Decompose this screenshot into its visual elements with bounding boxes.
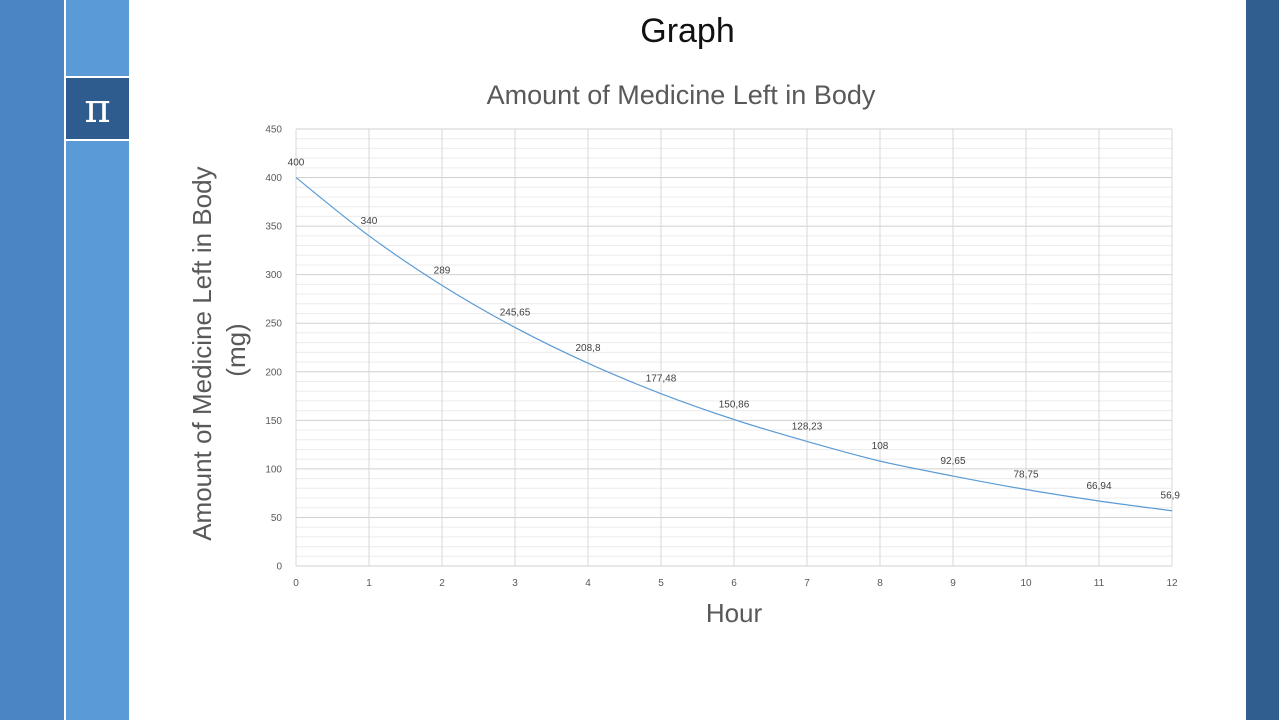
data-label: 56,9 xyxy=(1161,491,1181,502)
data-label: 78,75 xyxy=(1013,470,1038,481)
x-tick-label: 6 xyxy=(731,578,737,589)
x-axis-label: Hour xyxy=(706,598,763,628)
data-label: 128,23 xyxy=(792,421,823,432)
y-tick-label: 450 xyxy=(265,125,282,136)
sidebar-divider xyxy=(64,0,66,720)
y-axis-label-line-1: Amount of Medicine Left in Body xyxy=(187,166,217,540)
data-label: 289 xyxy=(434,265,451,276)
data-label: 400 xyxy=(288,158,305,169)
y-tick-label: 200 xyxy=(265,367,282,378)
chart-title: Amount of Medicine Left in Body xyxy=(487,80,876,110)
series-line xyxy=(295,177,1173,512)
x-tick-label: 4 xyxy=(585,578,591,589)
y-tick-label: 300 xyxy=(265,270,282,281)
x-tick-label: 3 xyxy=(512,578,518,589)
x-tick-label: 11 xyxy=(1094,578,1105,589)
y-axis-label: Amount of Medicine Left in Body (mg) xyxy=(187,159,251,541)
x-tick-label: 12 xyxy=(1166,578,1178,589)
data-label: 108 xyxy=(872,441,889,452)
x-tick-label: 5 xyxy=(658,578,664,589)
major-gridlines xyxy=(295,128,1173,567)
y-axis-ticks: 0 50 100 150 200 250 300 350 400 450 xyxy=(265,125,282,573)
y-axis-label-line-2: (mg) xyxy=(221,323,251,376)
y-tick-label: 350 xyxy=(265,222,282,233)
x-tick-label: 2 xyxy=(439,578,445,589)
pi-icon: π xyxy=(66,76,129,141)
data-label: 245,65 xyxy=(500,307,531,318)
data-labels: 400 340 289 245,65 208,8 177,48 150,86 128,23 10… xyxy=(288,158,1181,502)
data-label: 150,86 xyxy=(719,399,750,410)
y-tick-label: 400 xyxy=(265,173,282,184)
right-sidebar-band xyxy=(1246,0,1279,720)
x-tick-label: 7 xyxy=(804,578,810,589)
data-label: 66,94 xyxy=(1086,481,1111,492)
slide-title: Graph xyxy=(640,12,735,50)
data-label: 208,8 xyxy=(575,343,600,354)
x-tick-label: 10 xyxy=(1020,578,1032,589)
x-tick-label: 9 xyxy=(950,578,956,589)
data-label: 177,48 xyxy=(646,374,677,385)
y-tick-label: 150 xyxy=(265,416,282,427)
y-tick-label: 0 xyxy=(276,562,282,573)
x-tick-label: 0 xyxy=(293,578,299,589)
y-tick-label: 50 xyxy=(271,513,283,524)
y-tick-label: 250 xyxy=(265,319,282,330)
y-tick-label: 100 xyxy=(265,464,282,475)
left-sidebar-band xyxy=(0,0,64,720)
x-tick-label: 8 xyxy=(877,578,883,589)
data-label: 92,65 xyxy=(940,456,965,467)
x-axis-ticks: 0 1 2 3 4 5 6 7 8 9 10 11 12 xyxy=(293,578,1178,589)
data-label: 340 xyxy=(361,216,378,227)
x-tick-label: 1 xyxy=(366,578,372,589)
